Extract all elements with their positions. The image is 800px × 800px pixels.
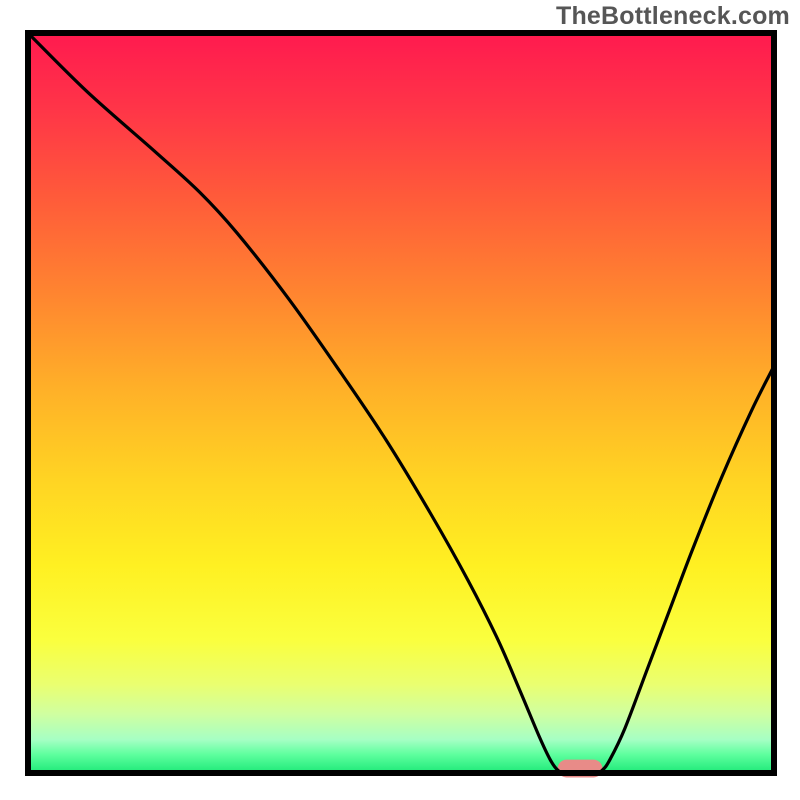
chart-frame: TheBottleneck.com [0, 0, 800, 800]
bottleneck-chart [0, 0, 800, 800]
plot-background [28, 33, 774, 773]
